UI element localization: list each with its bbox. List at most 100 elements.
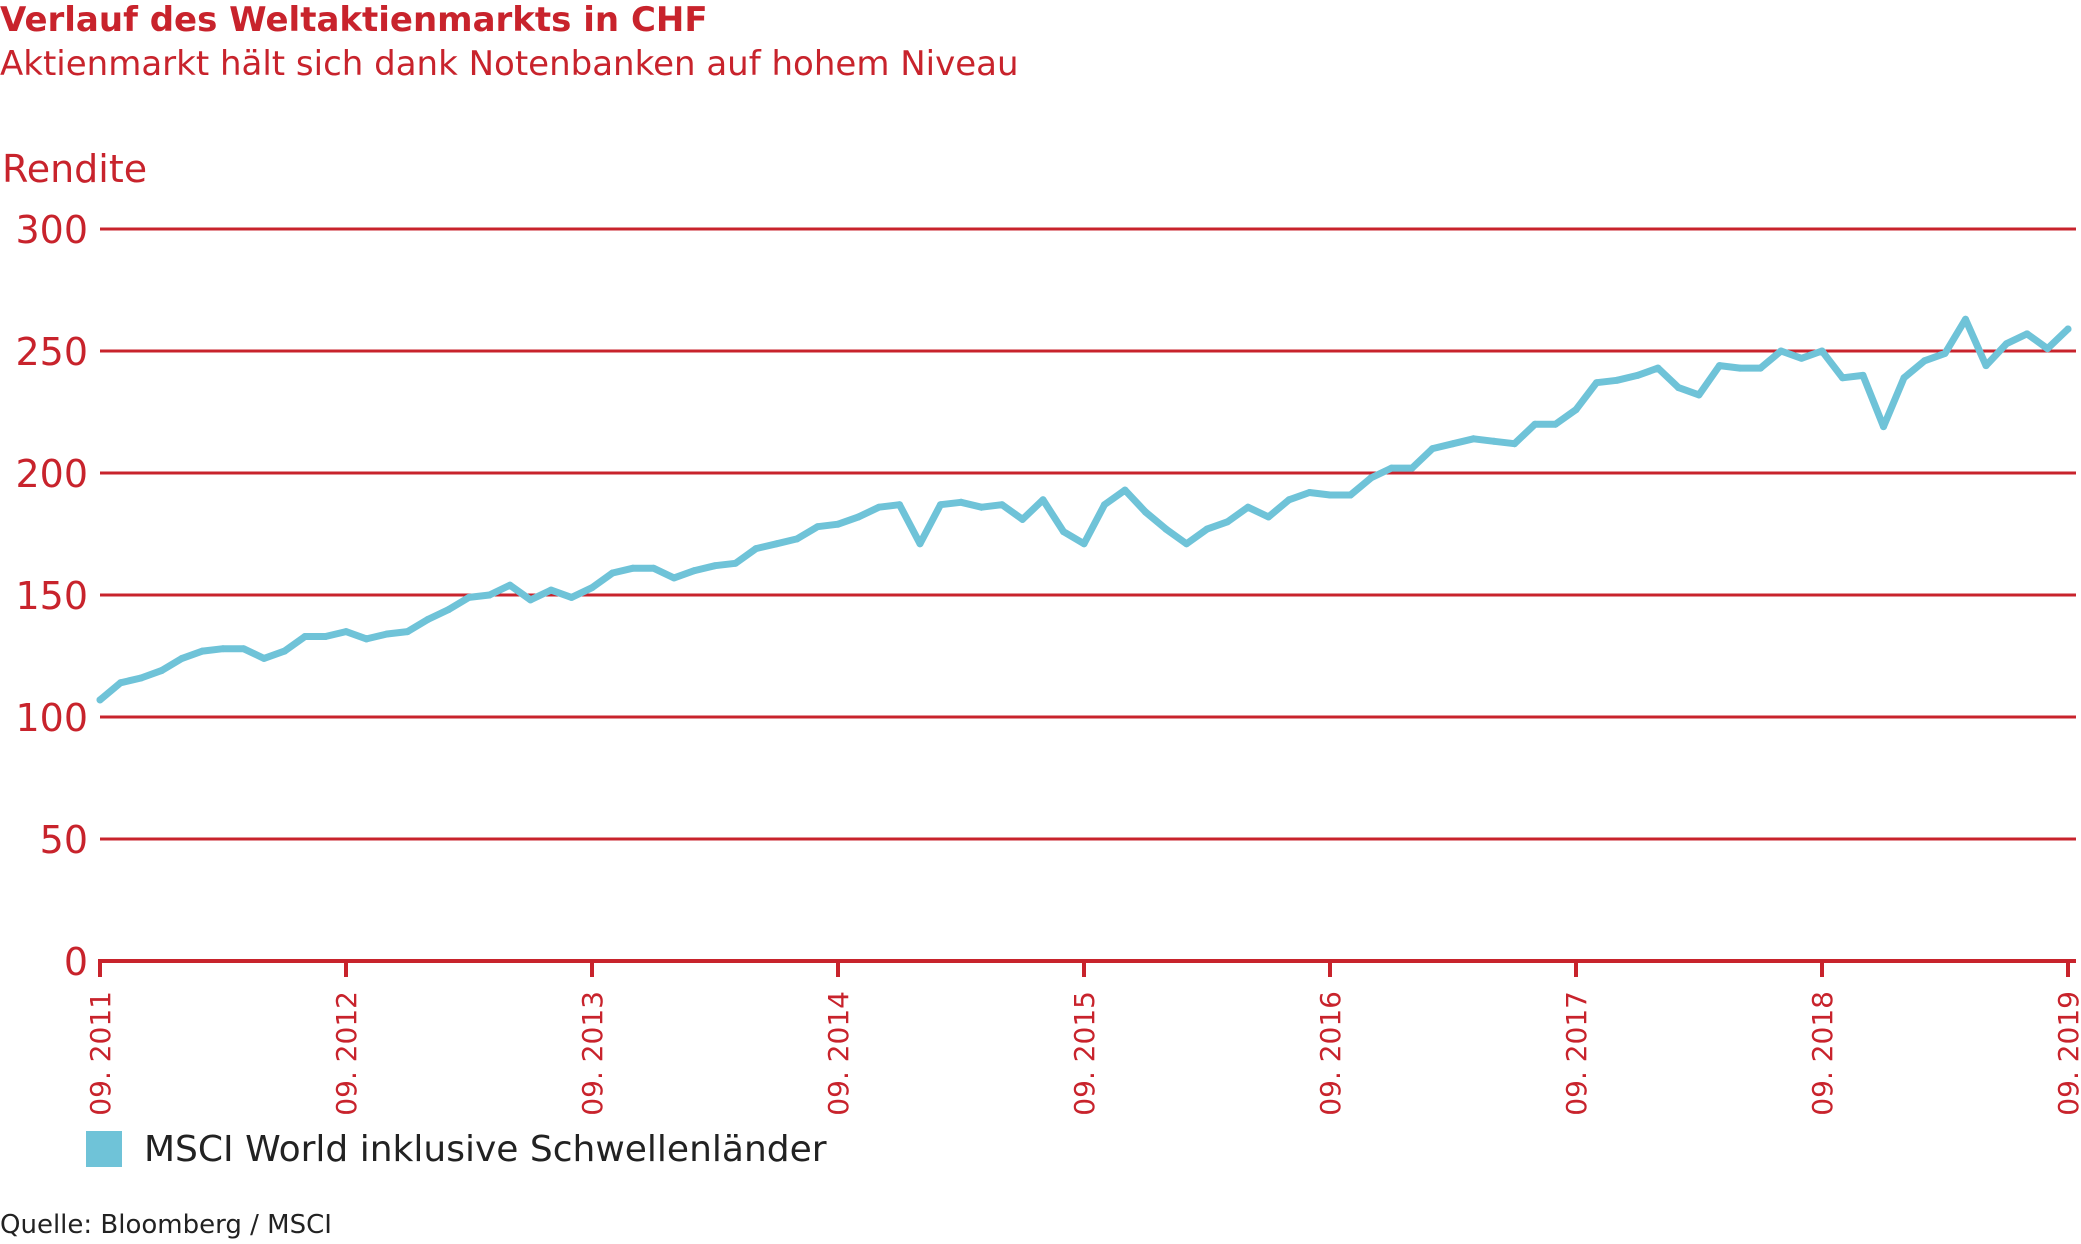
- data-point: [1224, 518, 1231, 526]
- data-point: [1880, 423, 1887, 431]
- data-point: [117, 679, 124, 687]
- x-tick-label: 09. 2014: [822, 991, 855, 1116]
- data-point: [199, 647, 206, 655]
- data-point: [1859, 371, 1867, 379]
- y-tick-label: 0: [64, 940, 88, 984]
- data-point: [1408, 464, 1416, 472]
- data-point: [301, 633, 309, 640]
- legend-label: MSCI World inklusive Schwellenländer: [144, 1128, 827, 1170]
- data-point: [1470, 435, 1477, 443]
- x-axis: 09. 2011 09. 2012 09. 2013 09. 2014 09. 2015…: [84, 959, 2081, 1116]
- data-point: [465, 593, 473, 601]
- legend-swatch: [86, 1131, 122, 1167]
- data-point: [322, 633, 329, 640]
- data-point: [1798, 354, 1805, 362]
- data-point: [383, 630, 391, 638]
- data-point: [752, 545, 760, 553]
- data-point: [1818, 347, 1826, 355]
- data-point: [527, 596, 534, 604]
- data-point: [486, 591, 493, 599]
- y-tick-label: 200: [15, 452, 88, 496]
- x-tick-label: 09. 2011: [84, 991, 117, 1116]
- data-point: [1080, 540, 1088, 548]
- data-point: [260, 654, 268, 662]
- data-point: [691, 567, 698, 575]
- data-point: [978, 503, 985, 511]
- data-point: [1777, 347, 1785, 355]
- data-point: [937, 501, 944, 509]
- data-point: [2044, 345, 2051, 353]
- gridlines: [100, 227, 2076, 963]
- data-point: [547, 586, 555, 594]
- data-point: [2003, 340, 2010, 348]
- series-layer: [96, 315, 2072, 704]
- series-line: [96, 315, 2072, 704]
- y-tick-label: 100: [15, 696, 88, 740]
- data-point: [773, 540, 780, 548]
- y-axis-ticks: 0 50 100 150 200 250 300: [15, 208, 88, 984]
- data-point: [1306, 489, 1313, 496]
- x-tick-label: 09. 2018: [1806, 991, 1839, 1116]
- data-point: [424, 615, 432, 623]
- data-point: [568, 593, 575, 601]
- data-point: [834, 520, 842, 528]
- data-point: [1839, 374, 1846, 382]
- chart-title: Verlauf des Weltaktienmarkts in CHF: [0, 0, 708, 40]
- source-note: Quelle: Bloomberg / MSCI: [0, 1210, 332, 1240]
- data-point: [1244, 503, 1252, 511]
- data-point: [1449, 440, 1457, 448]
- chart-subtitle: Aktienmarkt hält sich dank Notenbanken a…: [0, 44, 1019, 84]
- data-point: [814, 523, 821, 531]
- data-point: [1101, 501, 1108, 509]
- data-point: [1429, 445, 1436, 453]
- data-point: [1757, 364, 1764, 372]
- data-point: [1552, 420, 1559, 428]
- x-tick-label: 09. 2016: [1314, 991, 1347, 1116]
- data-point: [1388, 464, 1395, 472]
- legend: MSCI World inklusive Schwellenländer: [86, 1128, 827, 1170]
- data-point: [137, 674, 145, 682]
- data-point: [363, 635, 370, 643]
- data-point: [1347, 491, 1354, 499]
- data-point: [1634, 371, 1641, 379]
- data-point: [178, 654, 186, 662]
- data-point: [1695, 391, 1703, 399]
- data-point: [1736, 364, 1744, 372]
- y-tick-label: 150: [15, 574, 88, 618]
- data-point: [957, 498, 965, 506]
- data-point: [1531, 420, 1539, 428]
- data-point: [342, 628, 350, 636]
- data-point: [1367, 474, 1375, 482]
- data-point: [1716, 362, 1723, 370]
- data-point: [1039, 496, 1047, 504]
- data-point: [1941, 349, 1949, 357]
- data-point: [1162, 525, 1170, 533]
- y-tick-label: 250: [15, 330, 88, 374]
- data-point: [281, 647, 288, 655]
- data-point: [855, 513, 862, 521]
- data-point: [1613, 376, 1621, 384]
- data-point: [1121, 486, 1129, 494]
- data-point: [1019, 515, 1026, 523]
- data-point: [96, 696, 104, 704]
- data-point: [1921, 357, 1928, 365]
- data-point: [2064, 325, 2072, 333]
- data-point: [896, 501, 903, 509]
- data-point: [588, 584, 596, 592]
- data-point: [158, 667, 165, 675]
- data-point: [1675, 384, 1682, 392]
- data-point: [1142, 508, 1149, 516]
- data-point: [1285, 496, 1293, 504]
- data-point: [445, 606, 452, 614]
- data-point: [916, 540, 924, 548]
- data-point: [2023, 330, 2031, 338]
- data-point: [998, 501, 1006, 509]
- data-point: [1572, 406, 1580, 414]
- y-axis-label: Rendite: [2, 147, 147, 191]
- data-point: [609, 569, 616, 577]
- y-tick-label: 50: [40, 818, 88, 862]
- y-tick-label: 300: [15, 208, 88, 252]
- data-point: [732, 559, 739, 567]
- data-point: [875, 503, 883, 511]
- data-point: [650, 564, 657, 572]
